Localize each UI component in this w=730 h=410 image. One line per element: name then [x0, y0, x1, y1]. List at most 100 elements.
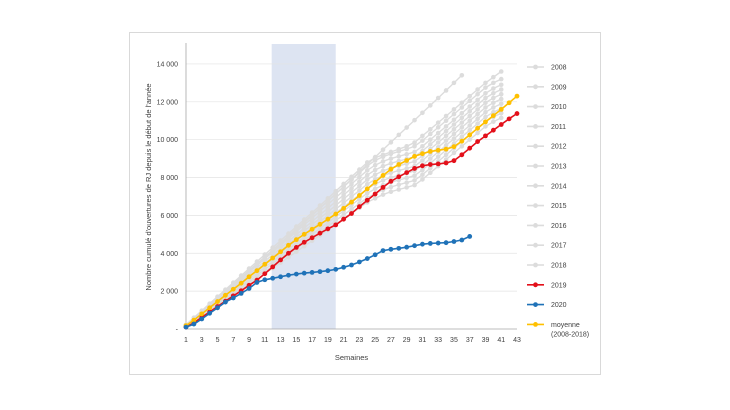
data-point [483, 133, 488, 139]
data-point [420, 143, 425, 149]
data-point [364, 168, 370, 173]
data-point [341, 184, 346, 190]
data-point [294, 249, 299, 255]
data-point [341, 196, 346, 202]
data-point [467, 127, 473, 133]
data-point [435, 240, 441, 246]
data-point [309, 232, 315, 237]
legend-swatch-marker [533, 322, 538, 327]
data-point [443, 146, 449, 152]
data-point [475, 87, 480, 92]
data-point [459, 143, 465, 149]
data-point [412, 153, 417, 159]
data-point [325, 213, 331, 218]
data-point [388, 161, 394, 166]
data-point [270, 275, 276, 281]
data-point [412, 243, 417, 249]
data-point [491, 105, 496, 110]
data-point [443, 138, 449, 143]
data-point [404, 158, 410, 163]
data-point [309, 215, 315, 221]
data-point [262, 277, 268, 283]
data-point [215, 305, 220, 311]
data-point [483, 80, 488, 86]
data-point [325, 226, 331, 232]
data-point [498, 87, 504, 92]
data-point [309, 235, 315, 241]
data-point [278, 257, 283, 263]
data-point [475, 125, 480, 131]
data-point [428, 156, 433, 161]
legend-label: 2009 [551, 84, 567, 91]
data-point [364, 190, 370, 196]
legend-label: 2008 [551, 65, 567, 72]
data-point [475, 107, 480, 112]
x-tick-label: 19 [324, 337, 332, 344]
data-point [428, 170, 433, 176]
data-point [498, 69, 504, 74]
data-point [412, 178, 417, 183]
data-point [325, 216, 331, 222]
data-point [372, 252, 378, 258]
data-point [443, 124, 449, 129]
data-point [317, 269, 323, 275]
data-point [428, 165, 433, 171]
data-point [435, 125, 441, 130]
x-tick-label: 3 [200, 337, 204, 344]
data-point [396, 182, 402, 188]
data-point [427, 149, 433, 154]
data-point [215, 299, 220, 304]
data-point [443, 143, 449, 148]
data-point [428, 103, 433, 108]
data-point [246, 286, 252, 291]
data-point [483, 114, 488, 120]
data-point [380, 168, 386, 174]
data-point [333, 199, 339, 204]
data-point [317, 226, 323, 231]
data-point [372, 186, 378, 192]
data-point [420, 163, 425, 169]
data-point [491, 109, 496, 115]
data-point [435, 95, 441, 101]
data-point [404, 185, 409, 190]
legend-swatch-marker [533, 143, 538, 149]
data-point [223, 299, 228, 305]
data-point [191, 317, 197, 323]
x-tick-label: 35 [450, 337, 458, 344]
series-moyenne [183, 93, 520, 328]
data-point [199, 316, 205, 322]
data-point [467, 93, 473, 99]
data-point [467, 145, 473, 151]
data-point [349, 194, 354, 199]
data-point [333, 195, 339, 200]
x-tick-label: 1 [184, 337, 188, 344]
data-point [183, 324, 189, 330]
data-point [459, 125, 465, 130]
data-point [483, 85, 488, 90]
data-point [420, 151, 425, 157]
data-point [412, 182, 417, 188]
legend-swatch-marker [533, 183, 538, 189]
data-point [435, 140, 441, 145]
data-point [380, 173, 386, 178]
legend-label: 2013 [551, 164, 567, 171]
y-tick-label: 10 000 [157, 137, 179, 144]
data-point [357, 167, 362, 172]
data-point [388, 166, 394, 172]
x-tick-label: 39 [482, 337, 490, 344]
data-point [404, 170, 410, 176]
data-point [475, 102, 480, 107]
data-point [357, 179, 362, 184]
data-point [341, 188, 346, 194]
legend-swatch-marker [533, 262, 538, 268]
data-point [301, 243, 307, 249]
data-point [364, 160, 370, 165]
data-point [451, 126, 457, 132]
legend-label: 2019 [551, 282, 567, 289]
data-point [333, 191, 339, 197]
data-point [427, 241, 433, 246]
data-point [254, 268, 260, 274]
x-tick-label: 25 [371, 337, 379, 344]
data-point [498, 122, 504, 127]
data-point [443, 113, 449, 119]
